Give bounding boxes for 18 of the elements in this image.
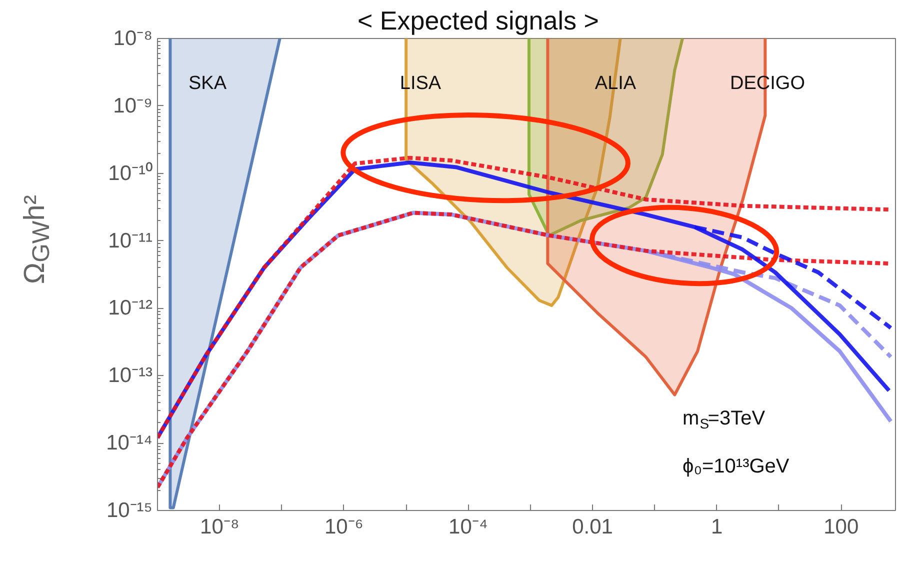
x-tick-label: 10⁻⁶ bbox=[324, 516, 364, 538]
y-tick-label: 10⁻⁹ bbox=[113, 94, 153, 118]
y-tick-label: 10⁻¹¹ bbox=[108, 229, 153, 252]
x-tick-label: 100 bbox=[824, 516, 859, 538]
chart-title: < Expected signals > bbox=[358, 6, 599, 36]
x-tick-label: 1 bbox=[710, 516, 723, 538]
y-tick-label: 10⁻¹² bbox=[108, 296, 153, 320]
x-tick-label: 10⁻⁴ bbox=[448, 516, 488, 538]
y-tick-label: 10⁻¹³ bbox=[108, 364, 153, 388]
annotation: ϕ₀=10¹³GeV bbox=[682, 456, 790, 478]
y-tick-label: 10⁻¹⁴ bbox=[106, 432, 152, 455]
series-label: ALIA bbox=[594, 73, 636, 94]
x-tick-label: 0.01 bbox=[572, 516, 613, 538]
x-tick-label: 10⁻⁸ bbox=[200, 516, 240, 538]
y-tick-label: 10⁻¹⁰ bbox=[108, 162, 153, 185]
series-label: SKA bbox=[188, 73, 227, 94]
y-tick-label: 10⁻⁸ bbox=[113, 27, 152, 50]
y-tick-label: 10⁻¹⁵ bbox=[106, 499, 153, 522]
